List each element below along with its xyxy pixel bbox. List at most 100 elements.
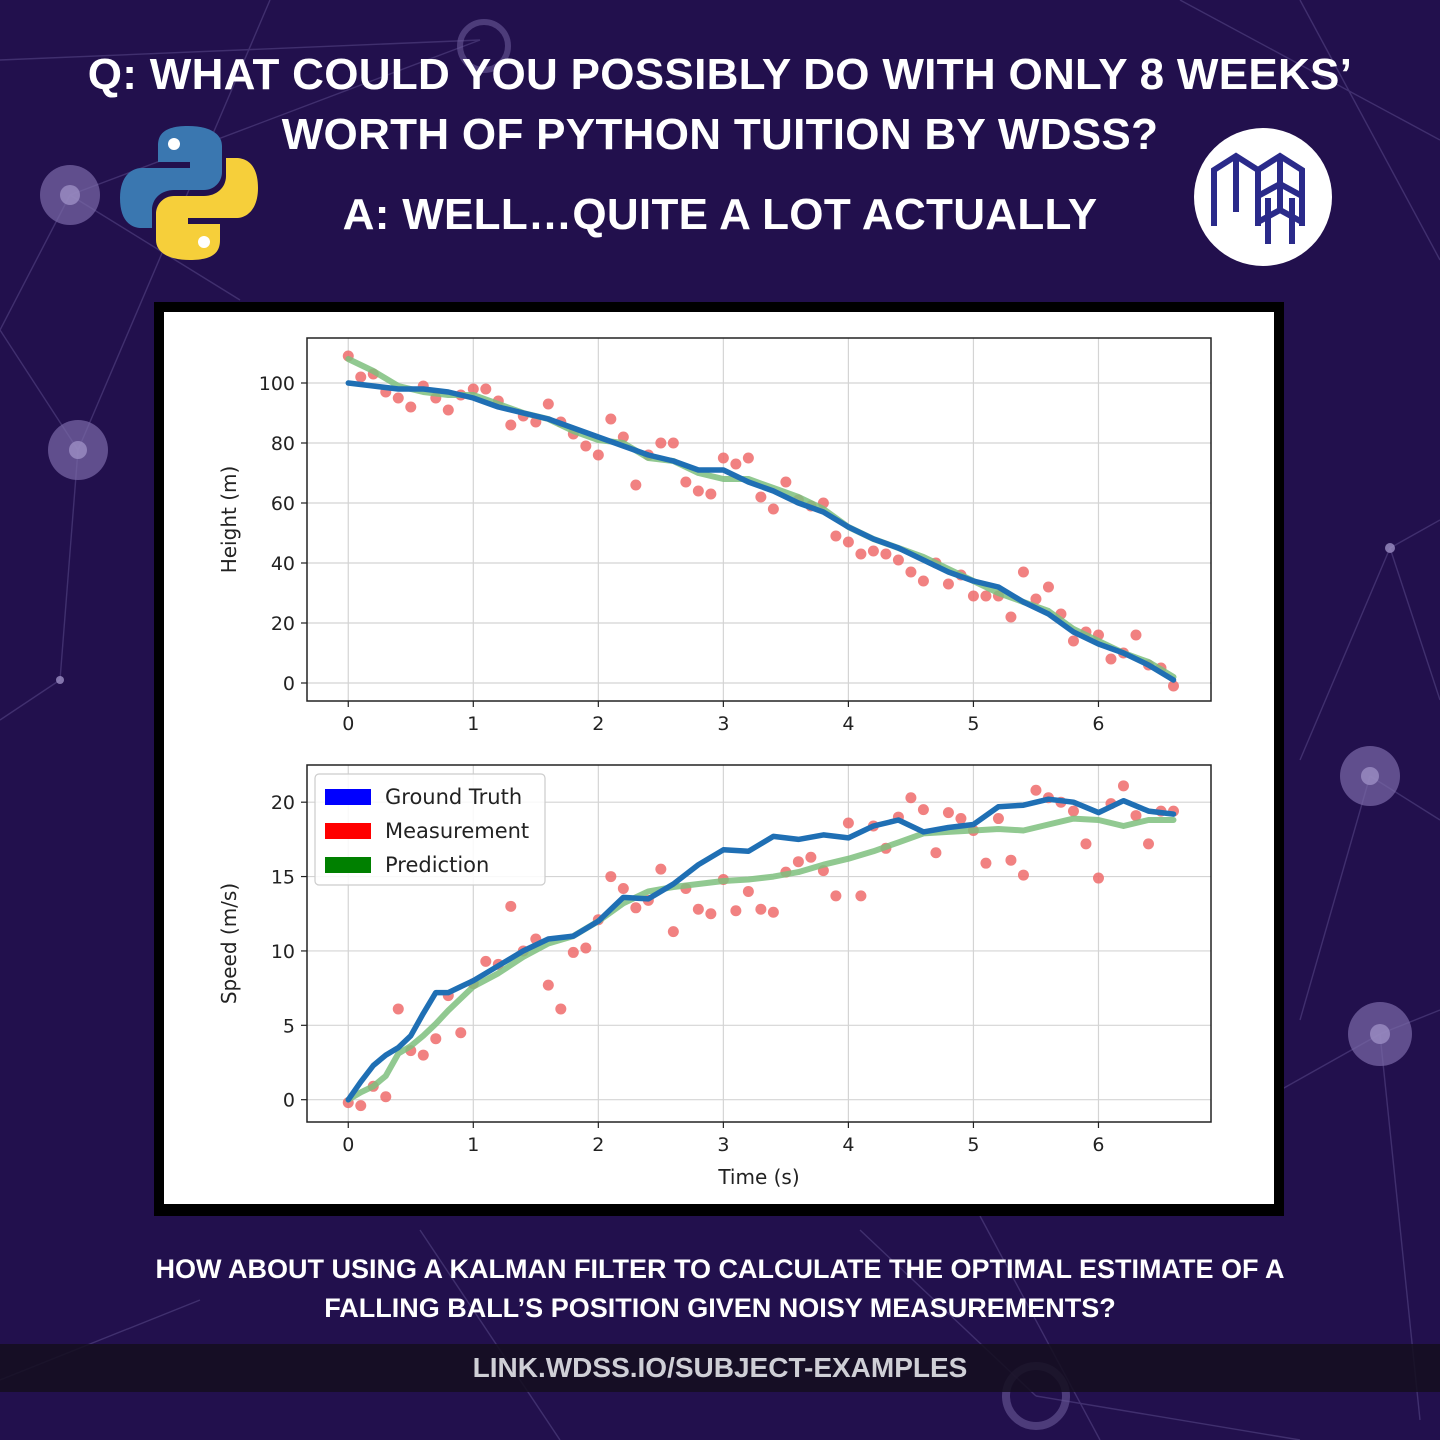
measurement-point	[542, 398, 554, 410]
measurement-point	[605, 871, 617, 883]
measurement-point	[905, 792, 917, 804]
measurement-point	[942, 807, 954, 819]
legend: Ground Truth Measurement Prediction	[314, 773, 546, 886]
measurement-point	[1030, 784, 1042, 796]
measurement-point	[380, 1091, 392, 1103]
measurement-point	[1167, 680, 1179, 692]
measurement-point	[555, 1003, 567, 1015]
measurement-point	[580, 942, 592, 954]
y-axis-label: Height (m)	[217, 466, 241, 574]
measurement-point	[1092, 872, 1104, 884]
measurement-point	[480, 955, 492, 967]
measurement-point	[705, 488, 717, 500]
measurement-point	[430, 1033, 442, 1045]
x-tick-label: 5	[967, 713, 979, 735]
y-axis-label: Speed (m/s)	[217, 883, 241, 1004]
measurement-point	[755, 491, 767, 503]
measurement-point	[1105, 653, 1117, 665]
wdss-logo-icon	[1194, 128, 1332, 266]
legend-label: Prediction	[385, 853, 489, 877]
measurement-point	[917, 575, 929, 587]
measurement-point	[842, 536, 854, 548]
measurement-point	[705, 908, 717, 920]
measurement-point	[405, 401, 417, 413]
measurement-point	[892, 554, 904, 566]
measurement-point	[355, 1100, 367, 1112]
measurement-point	[392, 392, 404, 404]
x-tick-label: 2	[592, 1134, 604, 1156]
x-tick-label: 6	[1092, 1134, 1104, 1156]
measurement-point	[667, 926, 679, 938]
ground-truth-line	[345, 796, 1177, 1103]
measurement-point	[505, 419, 517, 431]
y-tick-label: 10	[271, 941, 295, 963]
measurement-point	[905, 566, 917, 578]
x-tick-label: 6	[1092, 713, 1104, 735]
chart-panel: 0 1 2 3 4 5 6 0 20 40 60 80 100 Height (m) 0 1 2 3 4 5 6 0 5 10…	[164, 312, 1274, 1204]
x-tick-label: 1	[467, 1134, 479, 1156]
measurement-point	[730, 458, 742, 470]
measurement-point	[767, 503, 779, 515]
measurement-point	[1130, 629, 1142, 641]
measurement-point	[742, 452, 754, 464]
measurement-point	[880, 548, 892, 560]
headline-question-line2: WORTH OF PYTHON TUITION BY WDSS?	[281, 110, 1159, 159]
measurement-point	[567, 946, 579, 958]
x-tick-label: 0	[342, 713, 354, 735]
measurement-point	[992, 813, 1004, 825]
prediction-line	[345, 356, 1177, 680]
measurement-point	[655, 437, 667, 449]
measurement-point	[1080, 838, 1092, 850]
legend-label: Measurement	[385, 819, 529, 843]
measurement-point	[467, 383, 479, 395]
measurement-point	[480, 383, 492, 395]
x-tick-label: 2	[592, 713, 604, 735]
measurement-point	[842, 817, 854, 829]
measurement-point	[417, 1049, 429, 1061]
caption-line1: HOW ABOUT USING A KALMAN FILTER TO CALCU…	[155, 1254, 1285, 1284]
measurement-point	[580, 440, 592, 452]
headline-answer: A: WELL…QUITE A LOT ACTUALLY	[342, 190, 1098, 239]
measurement-point	[755, 903, 767, 915]
x-tick-label: 0	[342, 1134, 354, 1156]
x-tick-label: 4	[842, 713, 854, 735]
measurement-point	[780, 476, 792, 488]
legend-swatch	[325, 823, 371, 839]
link-bar	[0, 1344, 1440, 1392]
legend-swatch	[325, 789, 371, 805]
y-tick-label: 20	[271, 613, 295, 635]
measurement-point	[680, 476, 692, 488]
x-tick-label: 3	[717, 713, 729, 735]
measurement-point	[830, 530, 842, 542]
legend-box	[314, 773, 546, 886]
y-tick-label: 100	[259, 373, 295, 395]
measurement-point	[542, 979, 554, 991]
x-tick-label: 5	[967, 1134, 979, 1156]
link-url[interactable]: LINK.WDSS.IO/SUBJECT-EXAMPLES	[472, 1352, 968, 1383]
y-tick-label: 40	[271, 553, 295, 575]
measurement-point	[967, 590, 979, 602]
python-logo-icon	[120, 126, 258, 260]
measurement-point	[1117, 780, 1129, 792]
y-tick-label: 80	[271, 433, 295, 455]
measurement-point	[592, 449, 604, 461]
measurement-point	[630, 902, 642, 914]
measurement-point	[867, 545, 879, 557]
measurement-point	[1017, 869, 1029, 881]
measurement-point	[442, 404, 454, 416]
measurement-point	[1067, 635, 1079, 647]
caption-line2: FALLING BALL’S POSITION GIVEN NOISY MEAS…	[324, 1293, 1116, 1323]
measurement-point	[1005, 611, 1017, 623]
measurement-point	[980, 857, 992, 869]
y-tick-label: 15	[271, 867, 295, 889]
measurement-point	[980, 590, 992, 602]
measurement-point	[692, 485, 704, 497]
measurement-point	[1017, 566, 1029, 578]
measurement-point	[942, 578, 954, 590]
measurement-point	[830, 890, 842, 902]
y-tick-label: 5	[283, 1015, 295, 1037]
measurement-point	[1142, 838, 1154, 850]
measurement-point	[717, 452, 729, 464]
